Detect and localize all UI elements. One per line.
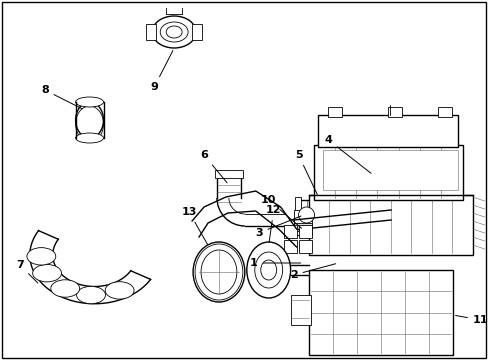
Ellipse shape bbox=[160, 22, 188, 42]
Text: 11: 11 bbox=[456, 315, 489, 325]
Ellipse shape bbox=[255, 252, 283, 288]
Bar bbox=[309, 195, 473, 255]
Text: 7: 7 bbox=[16, 260, 38, 283]
Ellipse shape bbox=[152, 16, 196, 48]
Text: 1: 1 bbox=[250, 258, 301, 268]
Ellipse shape bbox=[359, 196, 387, 224]
Bar bbox=[284, 240, 296, 253]
Ellipse shape bbox=[367, 168, 379, 180]
Text: 10: 10 bbox=[261, 195, 301, 228]
Text: 12: 12 bbox=[266, 205, 281, 242]
Bar bbox=[363, 165, 383, 183]
Text: 5: 5 bbox=[295, 150, 318, 194]
Text: 4: 4 bbox=[324, 135, 371, 173]
Text: 8: 8 bbox=[41, 85, 82, 109]
Bar bbox=[309, 270, 453, 355]
Ellipse shape bbox=[247, 242, 291, 298]
Ellipse shape bbox=[365, 202, 381, 218]
Bar bbox=[355, 180, 391, 235]
Text: 9: 9 bbox=[150, 50, 173, 92]
Bar bbox=[147, 24, 156, 40]
Ellipse shape bbox=[51, 280, 80, 297]
Ellipse shape bbox=[193, 242, 245, 302]
Text: 3: 3 bbox=[255, 216, 301, 238]
Ellipse shape bbox=[201, 250, 237, 294]
Ellipse shape bbox=[261, 260, 277, 280]
Bar bbox=[192, 24, 202, 40]
Bar bbox=[388, 107, 402, 117]
Ellipse shape bbox=[33, 265, 62, 282]
Ellipse shape bbox=[75, 97, 103, 107]
Bar bbox=[323, 150, 458, 190]
Text: 13: 13 bbox=[181, 207, 208, 244]
Bar bbox=[294, 197, 300, 233]
Bar bbox=[328, 107, 343, 117]
Bar bbox=[337, 197, 343, 233]
Ellipse shape bbox=[75, 102, 103, 138]
Ellipse shape bbox=[27, 248, 56, 265]
Bar bbox=[347, 190, 356, 202]
Bar bbox=[291, 295, 311, 325]
Bar bbox=[318, 115, 458, 147]
Text: 2: 2 bbox=[290, 264, 336, 280]
Bar bbox=[294, 223, 312, 231]
Bar bbox=[298, 240, 312, 253]
Text: 6: 6 bbox=[200, 150, 227, 183]
Bar bbox=[294, 210, 312, 235]
Ellipse shape bbox=[76, 286, 105, 304]
Ellipse shape bbox=[105, 282, 134, 299]
Bar bbox=[438, 107, 452, 117]
Bar bbox=[284, 225, 296, 238]
Bar bbox=[390, 190, 399, 202]
Bar bbox=[314, 145, 463, 200]
Ellipse shape bbox=[298, 207, 315, 223]
Ellipse shape bbox=[75, 133, 103, 143]
Bar bbox=[215, 170, 243, 178]
Bar bbox=[298, 225, 312, 238]
Ellipse shape bbox=[166, 26, 182, 38]
